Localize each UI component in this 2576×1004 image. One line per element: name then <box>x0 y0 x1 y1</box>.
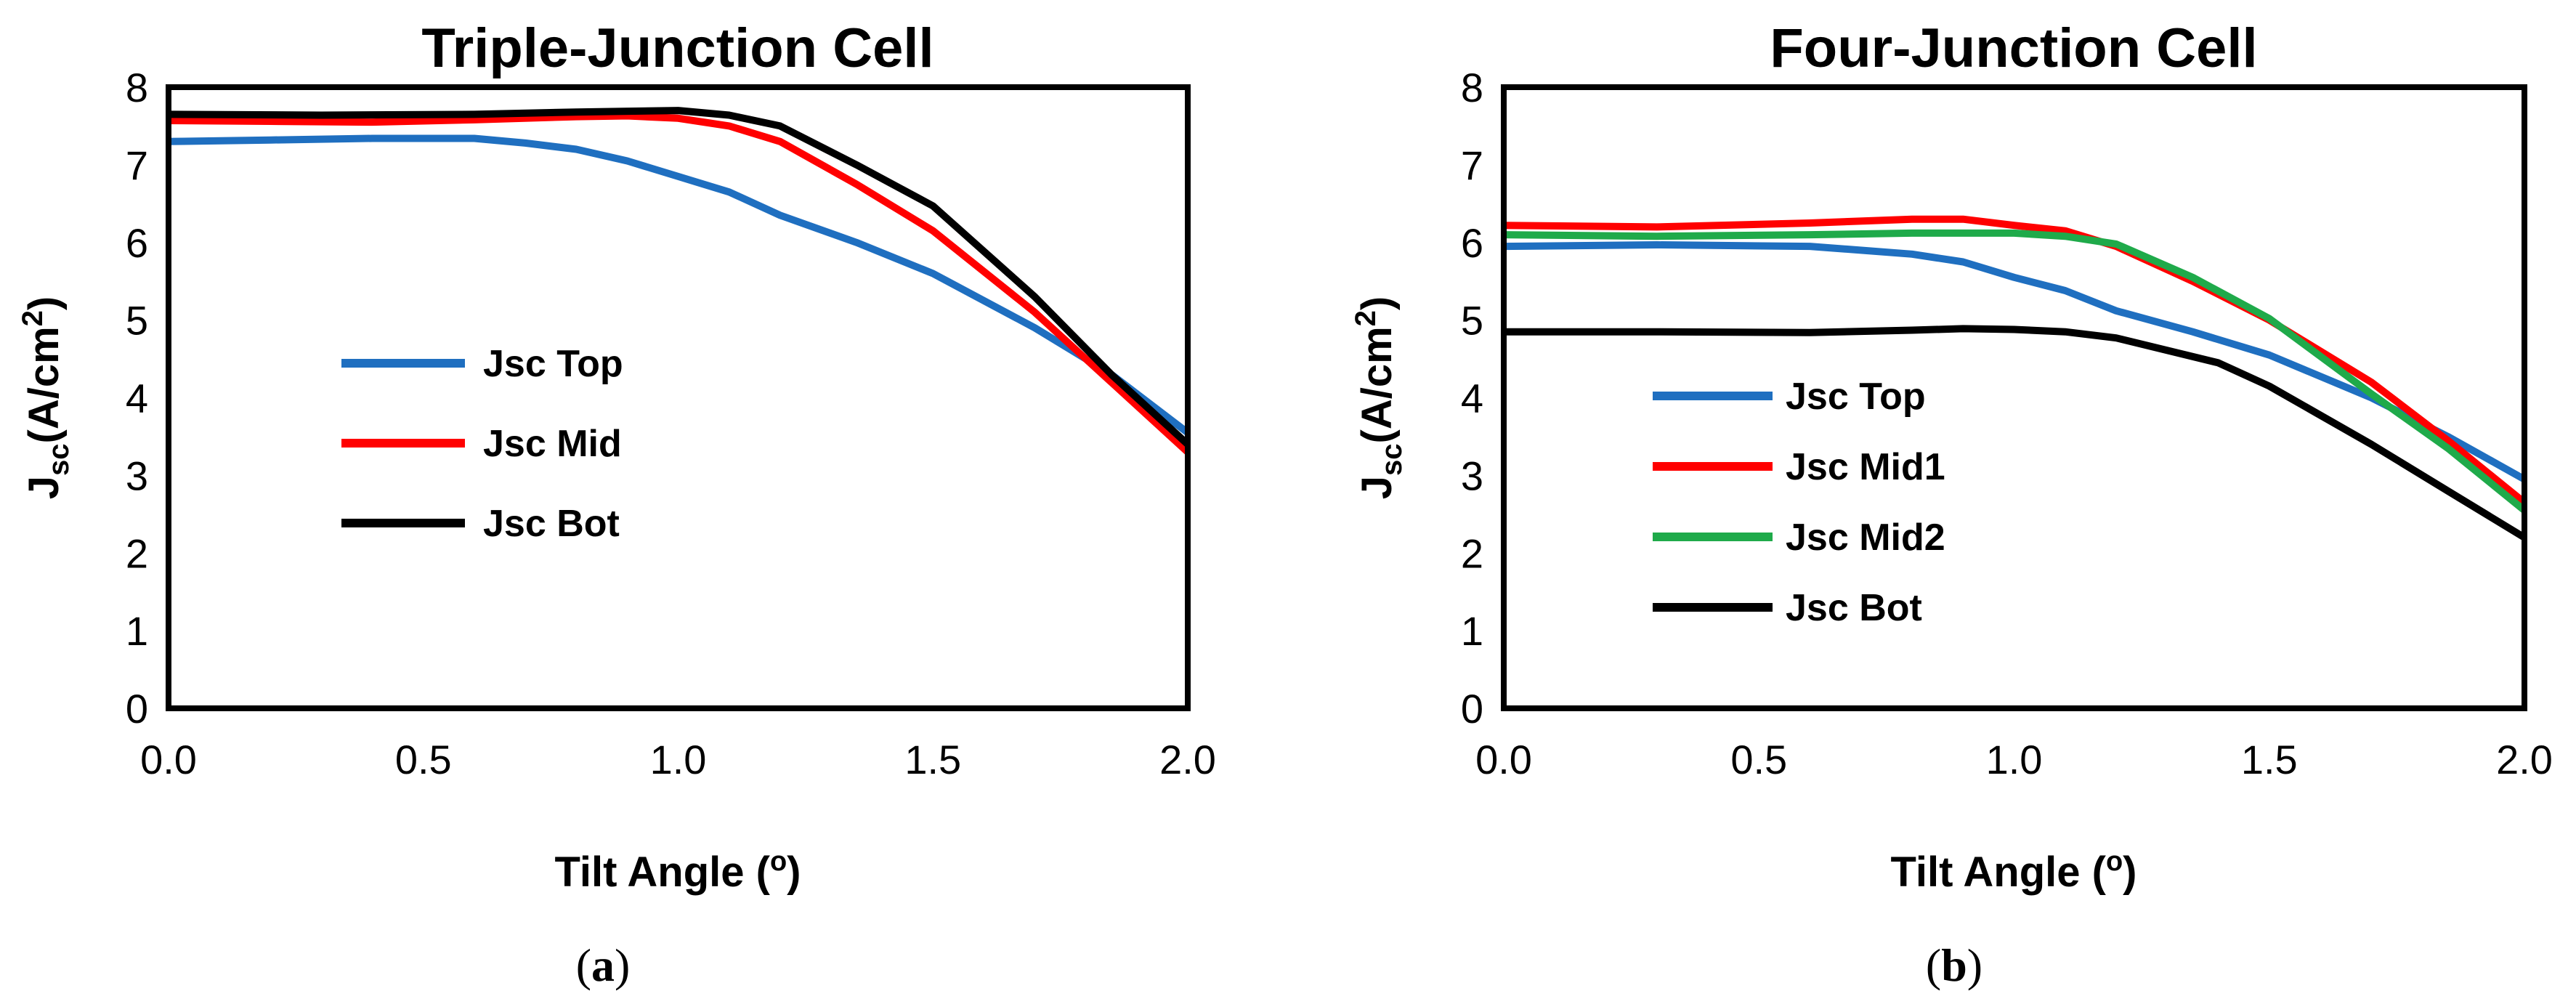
x-tick-label: 1.5 <box>904 737 961 782</box>
panel-caption: (b) <box>1926 939 1982 991</box>
series-line-jsc-mid1 <box>1503 215 2527 506</box>
y-tick-label: 5 <box>126 298 148 344</box>
y-tick-label: 7 <box>1461 142 1483 188</box>
x-tick-label: 0.5 <box>395 737 452 782</box>
legend-label: Jsc Top <box>483 343 623 385</box>
legend-label: Jsc Top <box>1786 376 1926 418</box>
x-tick-label: 1.0 <box>650 737 707 782</box>
y-tick-label: 4 <box>1461 376 1483 421</box>
x-tick-label: 2.0 <box>1159 737 1216 782</box>
x-tick-label: 0.5 <box>1730 737 1787 782</box>
legend-label: Jsc Mid2 <box>1786 517 1945 559</box>
plot-frame <box>166 84 1191 711</box>
y-tick-label: 0 <box>126 686 148 732</box>
x-axis-label: Tilt Angle (o) <box>555 846 801 896</box>
plot-frame <box>1501 84 2527 711</box>
y-axis-label: Jsc(A/cm2) <box>1350 296 1408 500</box>
x-tick-label: 1.0 <box>1986 737 2043 782</box>
legend-label: Jsc Bot <box>1786 587 1922 629</box>
series-line-jsc-mid2 <box>1503 229 2527 514</box>
x-axis-label: Tilt Angle (o) <box>1891 846 2137 896</box>
y-tick-label: 5 <box>1461 298 1483 344</box>
y-tick-label: 1 <box>1461 608 1483 654</box>
series-line-jsc-bot <box>168 107 1191 448</box>
series-line-jsc-top <box>168 134 1191 436</box>
x-tick-label: 1.5 <box>2241 737 2298 782</box>
chart-title: Four-Junction Cell <box>1770 17 2257 79</box>
legend-label: Jsc Mid1 <box>1786 446 1945 488</box>
series-line-jsc-bot <box>1504 325 2527 541</box>
y-tick-label: 0 <box>1461 686 1483 732</box>
legend-label: Jsc Bot <box>483 503 620 545</box>
y-tick-label: 8 <box>1461 65 1483 110</box>
x-tick-label: 0.0 <box>140 737 197 782</box>
chart-a: Triple-Junction Cell 0 1 2 3 4 5 6 7 8 0.0 0.5 1.0 1.… <box>17 17 1216 991</box>
y-tick-label: 3 <box>1461 453 1483 498</box>
y-tick-label: 8 <box>126 65 148 110</box>
y-axis-label: Jsc(A/cm2) <box>17 296 75 500</box>
y-tick-label: 6 <box>1461 220 1483 266</box>
chart-b: Four-Junction Cell 0 1 2 3 4 5 6 7 8 0.0 0.5 1.0 1.5 2… <box>1350 17 2553 991</box>
chart-title: Triple-Junction Cell <box>421 17 933 79</box>
y-tick-label: 2 <box>1461 530 1483 576</box>
y-tick-label: 7 <box>126 142 148 188</box>
series-line-jsc-mid <box>168 112 1191 455</box>
y-tick-label: 4 <box>126 376 148 421</box>
legend-label: Jsc Mid <box>483 423 622 465</box>
y-tick-label: 2 <box>126 530 148 576</box>
y-tick-label: 6 <box>126 220 148 266</box>
y-tick-label: 1 <box>126 608 148 654</box>
y-tick-label: 3 <box>126 453 148 498</box>
x-tick-label: 0.0 <box>1475 737 1532 782</box>
x-tick-label: 2.0 <box>2496 737 2553 782</box>
panel-caption: (a) <box>576 939 631 991</box>
